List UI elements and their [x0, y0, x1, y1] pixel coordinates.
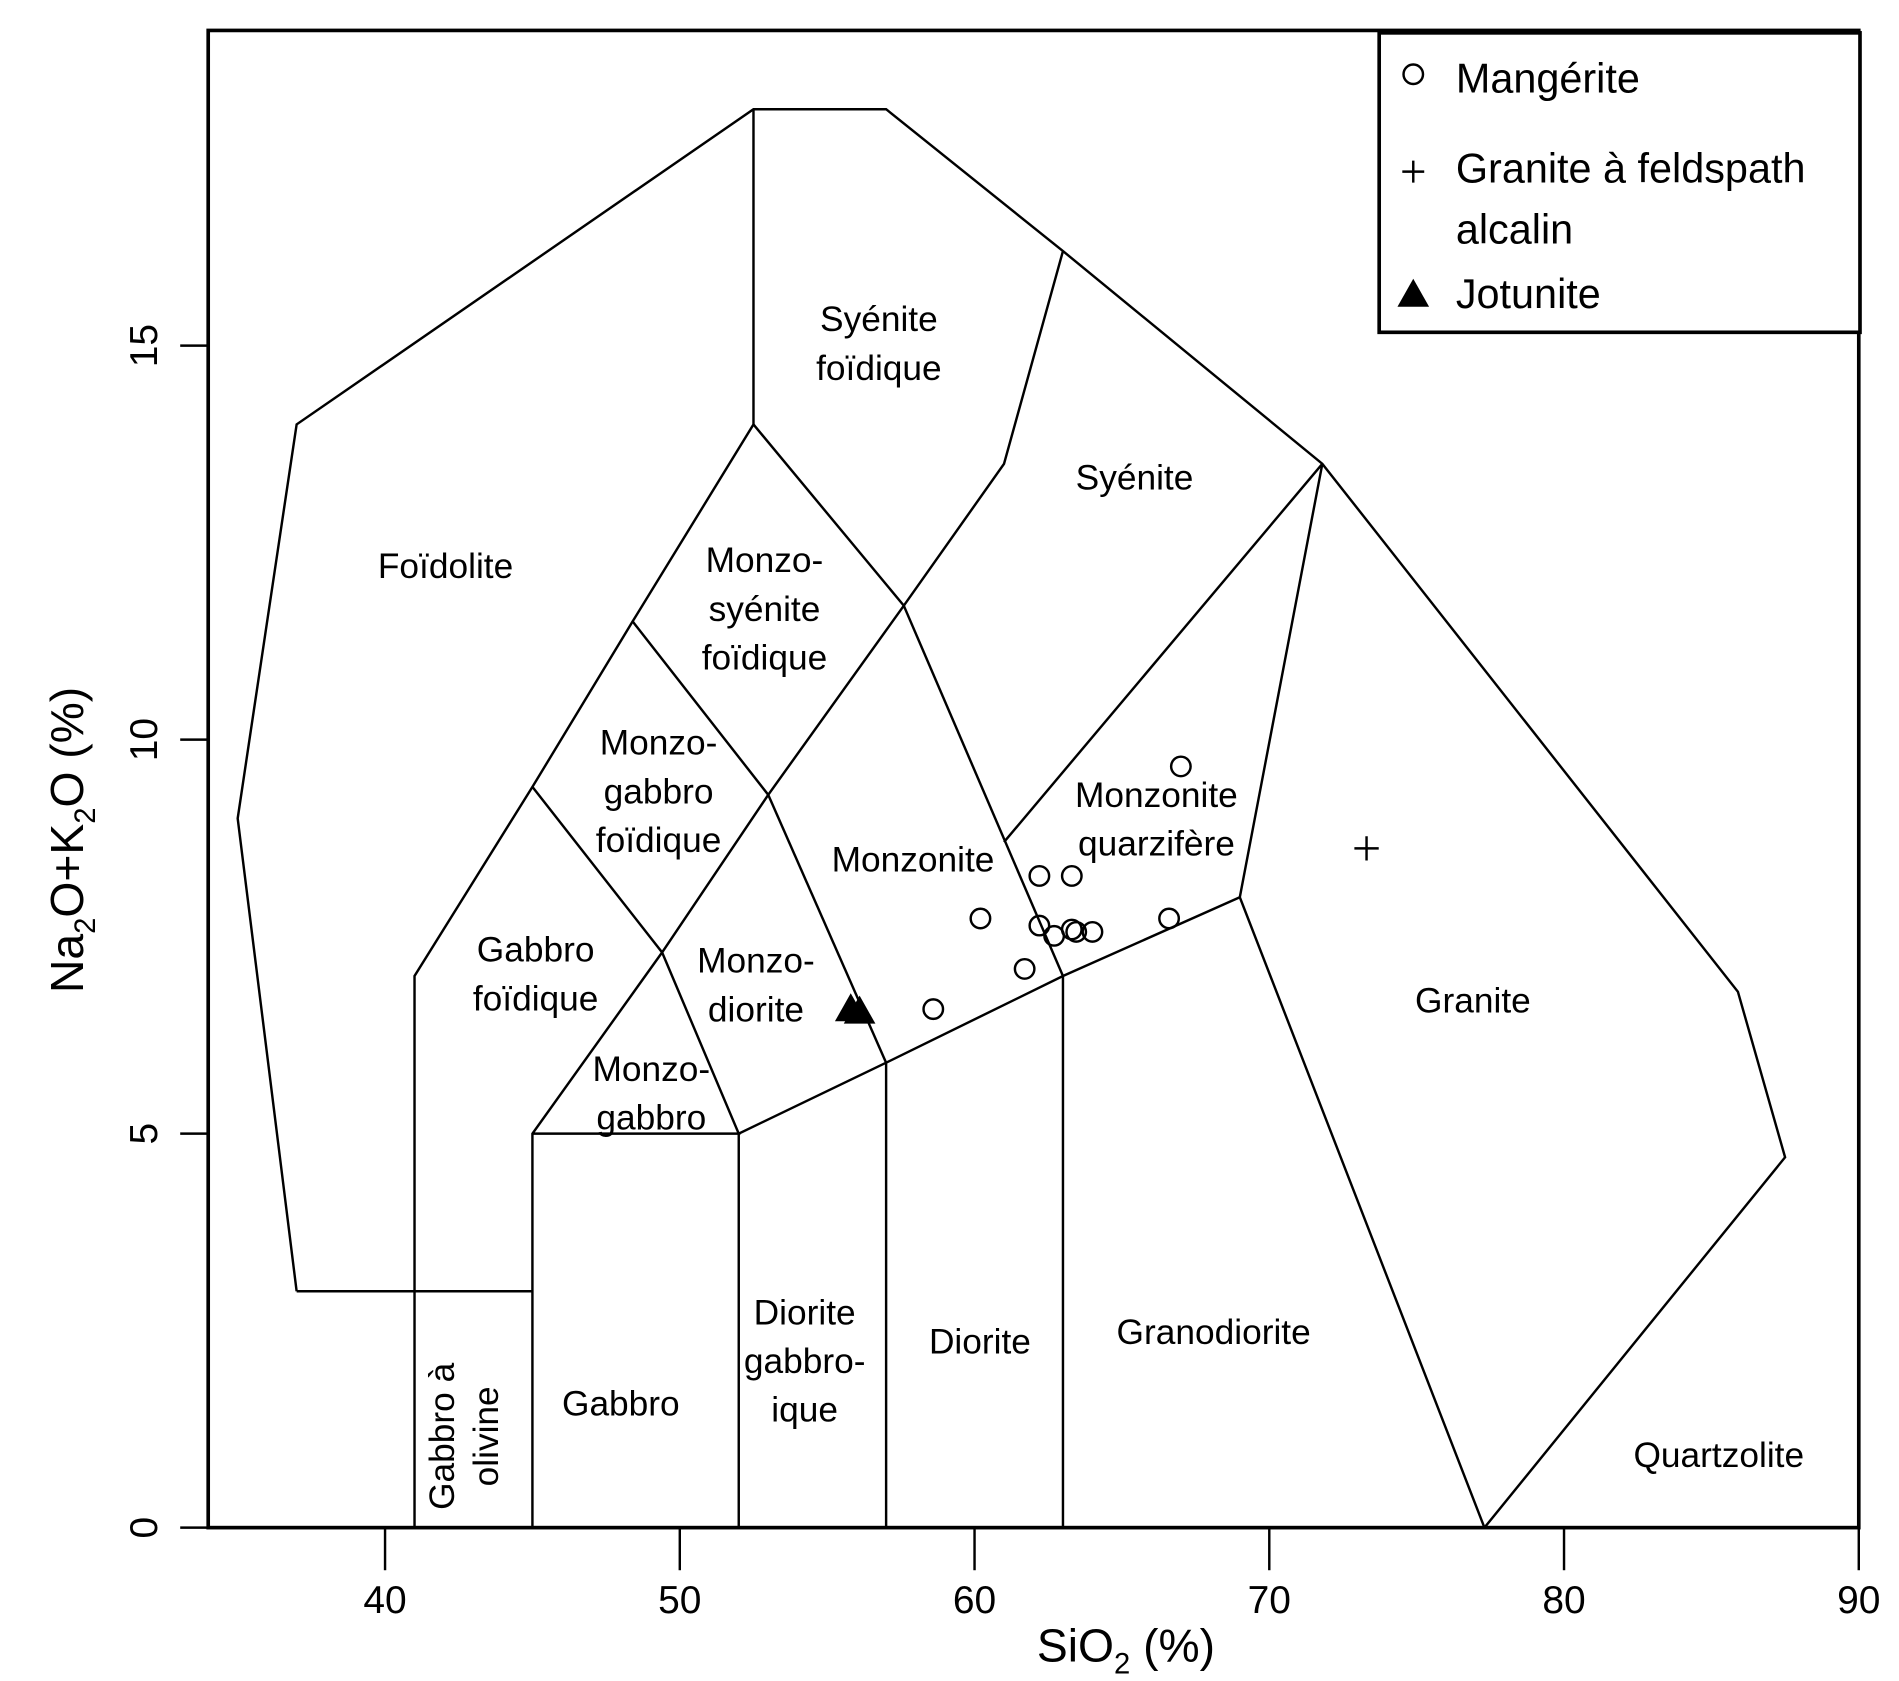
- field-label-line: Gabbro: [477, 931, 595, 970]
- legend: Mangérite Granite à feldspath alcalin Jot…: [1377, 31, 1862, 335]
- field-label-line: Gabbro à: [423, 1362, 462, 1509]
- y-tick-label: 15: [123, 324, 166, 367]
- x-tick-label: 70: [1248, 1579, 1291, 1622]
- field-label-line: Monzonite: [1075, 776, 1238, 815]
- field-label-line: Quartzolite: [1633, 1436, 1804, 1475]
- field-label: Monzonite quarzifère: [1075, 776, 1238, 864]
- legend-circle-marker: [1402, 63, 1425, 86]
- field-label-line: foïdique: [816, 349, 942, 388]
- field-label-line: Gabbro: [562, 1385, 680, 1424]
- field-labels: Syénite foïdique Syénite Foïdolite Monzo-syé…: [378, 300, 1804, 1510]
- mangerite-point: [1081, 920, 1104, 943]
- field-label: Granodiorite: [1117, 1313, 1311, 1352]
- field-label: Monzo-syénite foïdique: [702, 541, 828, 677]
- mangerite-point: [1060, 864, 1083, 887]
- field-boundary-line: [236, 108, 1787, 1529]
- legend-plus-marker: [1402, 160, 1425, 183]
- x-tick-label: 60: [953, 1579, 996, 1622]
- field-label-line: olivine: [467, 1386, 506, 1486]
- mangerite-point: [1028, 914, 1051, 937]
- jotunite-point: [843, 995, 876, 1024]
- field-label-line: syénite: [709, 590, 821, 629]
- field-label-line: quarzifère: [1078, 825, 1235, 864]
- legend-label-mangerite: Mangérite: [1456, 56, 1640, 102]
- field-label: Quartzolite: [1633, 1436, 1804, 1475]
- field-boundary-line: [631, 604, 905, 797]
- legend-label-jotunite: Jotunite: [1456, 271, 1601, 317]
- field-boundary-line: [902, 605, 1065, 977]
- field-label: Monzo-gabbro foïdique: [596, 724, 722, 860]
- x-tick-label: 80: [1542, 1579, 1585, 1622]
- mangerite-point: [1158, 907, 1181, 930]
- data-points: [834, 755, 1379, 1024]
- field-label-line: Monzo-: [592, 1050, 710, 1089]
- mangerite-point: [969, 907, 992, 930]
- mangerite-point: [1169, 755, 1192, 778]
- field-label: Granite: [1415, 982, 1531, 1021]
- x-tick-label: 50: [658, 1579, 701, 1622]
- field-label-line: Monzonite: [832, 841, 995, 880]
- legend-label-granite: Granite à feldspath alcalin: [1456, 146, 1806, 253]
- field-label-line: Granodiorite: [1117, 1313, 1311, 1352]
- field-label-line: Foïdolite: [378, 547, 513, 586]
- field-boundary-line: [752, 250, 1065, 608]
- field-boundary-line: [531, 786, 770, 955]
- field-label-line: Granite: [1415, 982, 1531, 1021]
- field-label-line: foïdique: [473, 979, 599, 1018]
- field-label: Gabbro: [562, 1385, 680, 1424]
- mangerite-point: [1028, 864, 1051, 887]
- x-tick-label: 90: [1837, 1579, 1880, 1622]
- legend-label-line: alcalin: [1456, 206, 1573, 252]
- field-label: Monzo-diorite: [697, 942, 815, 1030]
- field-boundary-line: [1238, 463, 1486, 1529]
- x-tick-label: 40: [363, 1579, 406, 1622]
- y-tick-label: 10: [123, 718, 166, 761]
- axes: 40 50 60 70 80 90 0 5 10 15: [123, 324, 1880, 1622]
- field-label-line: Syénite: [1076, 458, 1194, 497]
- field-label-line: ique: [771, 1391, 838, 1430]
- field-label: Foïdolite: [378, 547, 513, 586]
- field-boundary-line: [413, 109, 755, 1528]
- field-boundary-line: [531, 949, 741, 1528]
- field-label-line: foïdique: [596, 821, 722, 860]
- field-label: Syénite foïdique: [816, 300, 942, 388]
- mangerite-point: [1065, 920, 1088, 943]
- field-label-line: foïdique: [702, 638, 828, 677]
- y-axis-title: Na2O+K2O (%): [41, 687, 102, 993]
- mangerite-point: [922, 998, 945, 1021]
- field-label-line: diorite: [708, 990, 804, 1029]
- y-tick-label: 5: [123, 1123, 166, 1145]
- field-boundaries: [236, 108, 1787, 1529]
- plot-frame: [206, 28, 1861, 1530]
- field-label-line: Monzo-: [706, 541, 824, 580]
- field-label-line: Diorite: [929, 1323, 1031, 1362]
- y-tick-label: 0: [123, 1517, 166, 1539]
- field-label-line: gabbro-: [744, 1342, 866, 1381]
- field-label: Gabbro à olivine: [423, 1362, 506, 1509]
- field-label: Gabbro foïdique: [473, 931, 599, 1019]
- field-label: Diorite: [929, 1323, 1031, 1362]
- field-label: Diorite gabbro-ique: [744, 1293, 866, 1429]
- field-label-line: gabbro: [604, 772, 714, 811]
- field-label-line: Syénite: [820, 300, 938, 339]
- legend-label-line: Granite à feldspath: [1456, 146, 1806, 192]
- field-boundary-line: [1003, 463, 1324, 843]
- field-label: Syénite: [1076, 458, 1194, 497]
- field-label: Monzonite: [832, 841, 995, 880]
- x-axis-title: SiO2 (%): [1037, 1620, 1215, 1681]
- mangerite-point: [1013, 957, 1036, 980]
- field-label-line: Monzo-: [600, 724, 718, 763]
- field-label-line: Diorite: [754, 1293, 856, 1332]
- field-label-line: Monzo-: [697, 942, 815, 981]
- granite-point: [1354, 836, 1379, 861]
- field-label-line: gabbro: [596, 1099, 706, 1138]
- field-boundary-line: [737, 896, 1241, 1528]
- field-label: Monzo-gabbro: [592, 1050, 710, 1138]
- legend-triangle-marker: [1397, 278, 1430, 307]
- legend-box: [1377, 31, 1862, 335]
